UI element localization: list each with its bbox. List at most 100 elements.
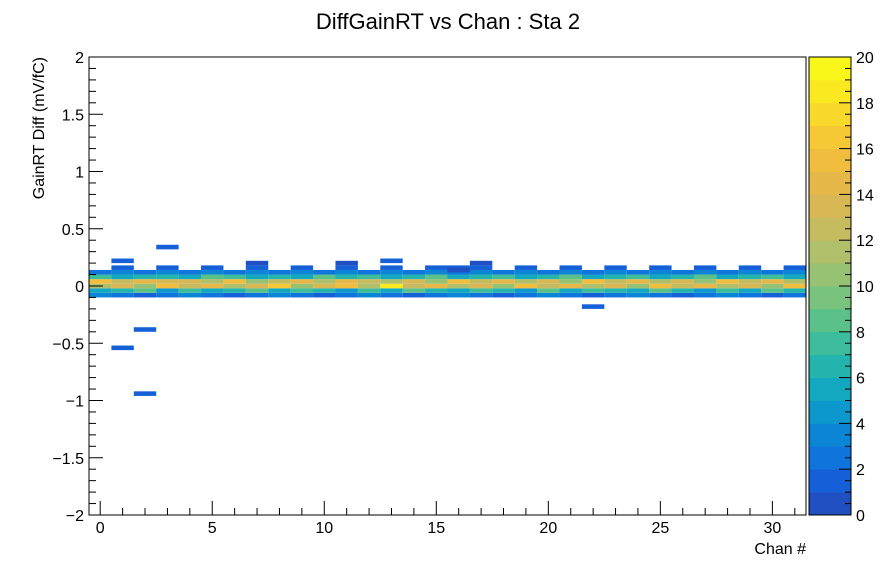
heatmap-cell	[761, 283, 784, 289]
heatmap-cell	[761, 279, 784, 284]
heatmap-cell	[425, 269, 448, 275]
heatmap-cell	[290, 274, 314, 280]
heatmap-cell	[738, 292, 762, 298]
heatmap-cell	[425, 279, 448, 284]
heatmap-cell	[447, 292, 470, 298]
heatmap-cell	[514, 265, 538, 270]
heatmap-cell	[761, 274, 784, 280]
x-tick-label: 15	[427, 520, 445, 537]
heatmap-cell	[290, 283, 314, 289]
heatmap-cell	[537, 279, 560, 284]
heatmap-cell	[223, 274, 246, 280]
heatmap-cell	[649, 288, 672, 293]
color-scale-step	[809, 171, 851, 195]
heatmap-cell	[89, 274, 112, 280]
color-scale-step	[809, 79, 851, 104]
heatmap-cell	[559, 269, 582, 275]
heatmap-cell	[178, 279, 202, 284]
heatmap-cell	[537, 274, 560, 280]
heatmap-cell	[581, 283, 605, 289]
heatmap-cell	[313, 283, 336, 289]
heatmap-cell	[245, 260, 269, 266]
heatmap-cell	[783, 274, 806, 280]
heatmap-cell	[469, 292, 493, 298]
heatmap-cell	[290, 279, 314, 284]
heatmap-cell	[133, 279, 157, 284]
heatmap-cell	[89, 288, 112, 293]
y-tick-label: 0	[75, 279, 84, 296]
heatmap-cell	[425, 283, 448, 289]
heatmap-cell	[402, 269, 426, 275]
heatmap-cell	[447, 288, 470, 293]
heatmap-cell	[716, 269, 739, 275]
heatmap-cell	[469, 269, 493, 275]
heatmap-cell	[783, 279, 806, 284]
heatmap-cell	[514, 288, 538, 293]
heatmap-cell	[626, 269, 650, 275]
color-scale-step	[809, 400, 851, 424]
heatmap-cell	[380, 288, 403, 293]
heatmap-cell	[245, 274, 269, 280]
y-tick-label: 1	[75, 165, 84, 182]
heatmap-cell	[133, 288, 157, 293]
heatmap-cell	[738, 279, 762, 284]
heatmap-cell	[693, 265, 717, 270]
color-scale-label: 12	[856, 233, 874, 250]
heatmap-cell	[89, 279, 112, 284]
x-tick-label: 5	[208, 520, 217, 537]
heatmap-cell	[357, 283, 381, 289]
color-scale-label: 14	[856, 187, 874, 204]
heatmap-cell	[133, 283, 157, 289]
color-scale-label: 0	[856, 508, 865, 525]
heatmap-cell	[313, 279, 336, 284]
y-axis: −2 −1.5 −1 −0.5 0 0.5 1 1.5 2	[52, 50, 103, 525]
heatmap-cell	[380, 269, 403, 275]
heatmap-cell	[335, 283, 358, 289]
color-scale-step	[809, 194, 851, 218]
heatmap-cell	[761, 292, 784, 298]
heatmap-cell	[649, 283, 672, 289]
heatmap-cell	[738, 288, 762, 293]
heatmap-cell	[559, 265, 582, 270]
heatmap-cell	[447, 283, 470, 289]
heatmap-cell	[201, 265, 224, 270]
heatmap-cell	[156, 244, 179, 250]
color-scale-step	[809, 446, 851, 470]
heatmap-cell	[111, 292, 134, 298]
heatmap-cell	[716, 279, 739, 284]
color-scale-step	[809, 57, 851, 81]
heatmap-cell	[649, 269, 672, 275]
heatmap-cell	[604, 292, 627, 298]
heatmap-cell	[469, 279, 493, 284]
heatmap-cell	[290, 288, 314, 293]
heatmap-cell	[335, 260, 358, 266]
heatmap-cell	[738, 274, 762, 280]
color-scale-label: 20	[856, 50, 874, 67]
heatmap-cell	[380, 265, 403, 270]
y-tick-label: 0.5	[62, 222, 84, 239]
heatmap-cell	[738, 269, 762, 275]
heatmap-cell	[201, 274, 224, 280]
heatmap-cell	[313, 269, 336, 275]
color-scale-label: 18	[856, 96, 874, 113]
heatmap-cell	[335, 265, 358, 270]
heatmap-cell	[156, 274, 179, 280]
heatmap-cell	[313, 292, 336, 298]
color-scale-step	[809, 354, 851, 378]
heatmap-cell	[604, 269, 627, 275]
heatmap-cell	[111, 283, 134, 289]
color-scale-label: 6	[856, 371, 865, 388]
heatmap-cell	[156, 288, 179, 293]
heatmap-cell	[671, 269, 694, 275]
heatmap-cell	[335, 269, 358, 275]
heatmap-cell	[178, 292, 202, 298]
color-scale-label: 4	[856, 416, 865, 433]
heatmap-cell	[380, 258, 403, 264]
heatmap-cell	[716, 292, 739, 298]
heatmap-cell	[133, 327, 157, 332]
color-scale-step	[809, 263, 851, 287]
heatmap-cell	[537, 288, 560, 293]
heatmap-cell	[559, 283, 582, 289]
heatmap-cell	[581, 304, 605, 309]
heatmap-cell	[402, 288, 426, 293]
